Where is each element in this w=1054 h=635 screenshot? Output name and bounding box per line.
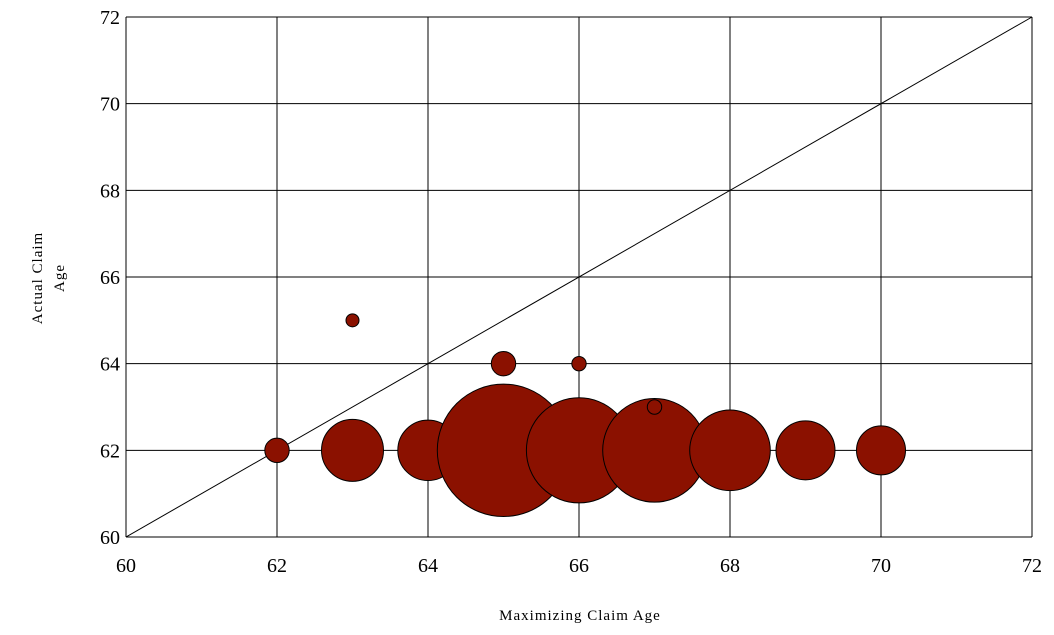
x-axis-ticks: 60 62 64 66 68 70 72 [116, 555, 1042, 577]
y-tick-label: 60 [100, 527, 120, 549]
x-tick-label: 66 [569, 555, 589, 577]
bubble-point [689, 409, 771, 492]
y-tick-label: 68 [100, 180, 120, 202]
y-axis-title-line-1: Actual Claim [30, 232, 46, 324]
x-tick-label: 68 [720, 555, 740, 577]
y-axis-ticks: 60 62 64 66 68 70 72 [100, 7, 120, 549]
bubble-point [646, 399, 663, 415]
x-tick-label: 60 [116, 555, 136, 577]
x-tick-label: 62 [267, 555, 287, 577]
bubble-point [345, 313, 360, 328]
bubble-point [571, 355, 587, 372]
bubble-point [490, 350, 517, 377]
x-axis-title: Maximizing Claim Age [499, 608, 661, 624]
x-tick-label: 64 [418, 555, 438, 577]
y-tick-label: 66 [100, 267, 120, 289]
bubble-point [321, 418, 384, 482]
y-tick-label: 70 [100, 94, 120, 116]
x-tick-label: 70 [871, 555, 891, 577]
bubble-point [775, 420, 836, 481]
y-axis-title-line-2: Age [52, 264, 68, 292]
bubble-point [264, 437, 290, 464]
y-tick-label: 72 [100, 7, 120, 29]
y-tick-label: 64 [100, 354, 120, 376]
bubbles [264, 313, 906, 518]
x-tick-label: 72 [1022, 555, 1042, 577]
bubble-point [856, 425, 906, 476]
y-tick-label: 62 [100, 440, 120, 462]
